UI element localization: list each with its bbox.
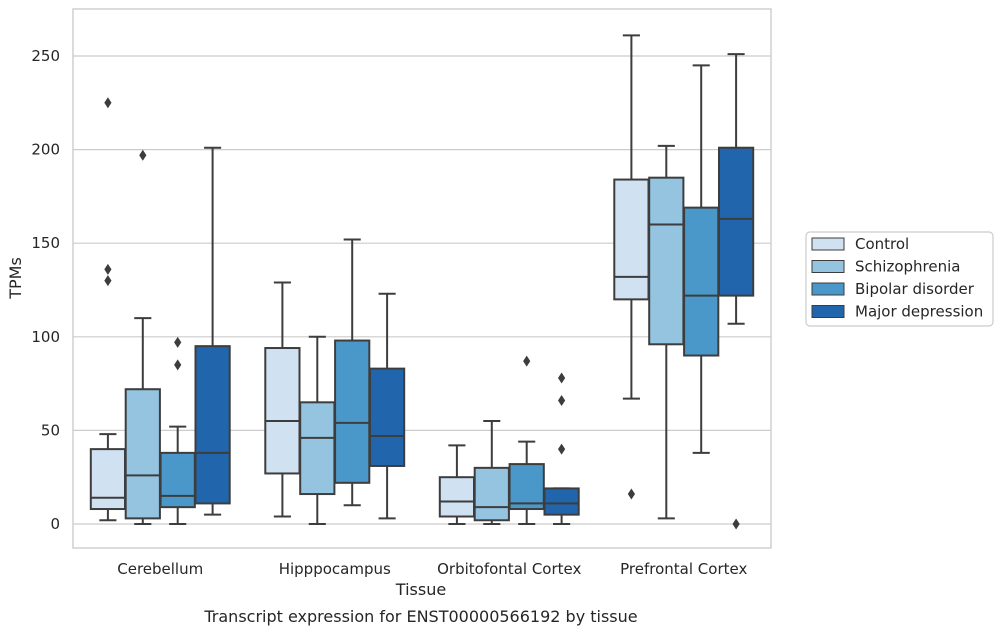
- legend-label: Control: [855, 235, 909, 253]
- box-body: [683, 206, 720, 357]
- grid-lines: [73, 55, 771, 525]
- legend-swatch: [811, 305, 845, 318]
- outlier-point: [558, 443, 566, 455]
- chart-caption: Transcript expression for ENST0000056619…: [203, 607, 637, 626]
- box-group: [334, 238, 371, 507]
- box-body: [473, 466, 510, 522]
- box-group: [194, 146, 231, 516]
- box-group: [717, 53, 755, 530]
- box-group: [124, 149, 161, 525]
- outlier-point: [104, 97, 112, 109]
- box-group: [683, 64, 720, 454]
- box-body: [648, 176, 685, 346]
- box-body: [508, 463, 545, 511]
- box-group: [89, 97, 127, 522]
- x-tick-label: Prefrontal Cortex: [620, 560, 747, 578]
- outlier-point: [104, 275, 112, 287]
- box-group: [473, 420, 510, 525]
- box-body: [717, 146, 755, 297]
- box-body: [194, 345, 231, 505]
- legend: Control Schizophrenia Bipolar disorder Majo…: [805, 231, 994, 327]
- x-tick-label: Cerebellum: [117, 560, 203, 578]
- axes: 0 50 100 150 200 250 Cerebellum Hipppocampus Orb…: [31, 8, 772, 578]
- outlier-point: [732, 518, 740, 530]
- box-body: [543, 487, 580, 516]
- box-group: [508, 355, 545, 525]
- box-body: [264, 347, 301, 475]
- box-group: [264, 281, 301, 518]
- box-group: [368, 292, 406, 520]
- box-body: [368, 367, 406, 467]
- legend-label: Bipolar disorder: [855, 280, 975, 298]
- box-body: [334, 339, 371, 484]
- outlier-point: [523, 355, 531, 367]
- x-tick-label: Orbitofontal Cortex: [437, 560, 581, 578]
- outlier-point: [104, 263, 112, 275]
- x-axis-label: Tissue: [395, 580, 446, 599]
- y-tick-label: 50: [41, 421, 60, 439]
- box-body: [299, 401, 336, 496]
- box-group: [438, 444, 476, 525]
- legend-swatch: [811, 260, 845, 273]
- box-group: [159, 336, 196, 525]
- plot-frame: [72, 8, 772, 549]
- y-tick-label: 100: [31, 328, 60, 346]
- box-body: [613, 178, 650, 301]
- box-group: [299, 335, 336, 525]
- y-axis-label: TPMs: [6, 257, 25, 300]
- y-tick-label: 200: [31, 141, 60, 159]
- box-body: [438, 476, 476, 518]
- box-body: [124, 388, 161, 520]
- legend-label: Schizophrenia: [855, 258, 960, 276]
- y-tick-label: 0: [50, 515, 60, 533]
- outlier-point: [558, 372, 566, 384]
- box-group: [543, 372, 580, 525]
- outlier-point: [174, 359, 182, 371]
- box-layer: [89, 34, 755, 530]
- outlier-point: [627, 488, 635, 500]
- outlier-point: [558, 394, 566, 406]
- box-body: [159, 451, 196, 509]
- outlier-point: [139, 149, 147, 161]
- legend-swatch: [811, 237, 845, 251]
- box-group: [613, 34, 650, 500]
- legend-frame: [805, 231, 994, 327]
- legend-label: Major depression: [855, 303, 983, 321]
- outlier-point: [174, 336, 182, 348]
- box-body: [89, 448, 127, 511]
- y-tick-label: 150: [31, 234, 60, 252]
- x-tick-label: Hipppocampus: [279, 560, 391, 578]
- box-group: [648, 144, 685, 520]
- legend-swatch: [811, 282, 845, 296]
- y-tick-label: 250: [31, 47, 60, 65]
